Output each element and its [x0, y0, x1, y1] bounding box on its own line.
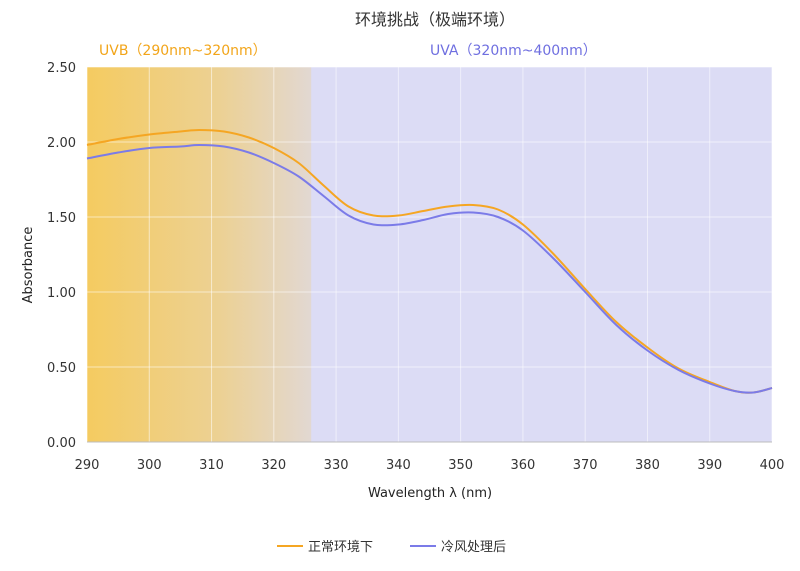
x-axis-label: Wavelength λ (nm) [368, 486, 492, 501]
x-tick-label: 310 [199, 458, 224, 473]
y-tick-label: 1.00 [47, 286, 76, 301]
x-tick-label: 330 [324, 458, 349, 473]
y-tick-label: 2.50 [47, 61, 76, 76]
band-layer: UVB（290nm~320nm） UVA（320nm~400nm） [87, 43, 772, 442]
legend-label: 冷风处理后 [441, 540, 506, 555]
x-tick-label: 360 [510, 458, 535, 473]
legend-item-2[interactable]: 冷风处理后 [410, 540, 506, 555]
series-layer [86, 128, 773, 394]
y-axis-label: Absorbance [21, 227, 36, 304]
legend[interactable]: 正常环境下 冷风处理后 [277, 540, 506, 555]
y-tick-label: 2.00 [47, 136, 76, 151]
uvb-band-label: UVB（290nm~320nm） [99, 43, 267, 59]
x-tick-label: 370 [573, 458, 598, 473]
x-tick-label: 380 [635, 458, 660, 473]
x-tick-label: 340 [386, 458, 411, 473]
x-tick-labels: 290 300 310 320 330 340 350 360 370 380 390 400 [75, 458, 785, 473]
legend-label: 正常环境下 [308, 540, 373, 555]
uvb-band [87, 67, 312, 442]
y-tick-label: 0.50 [47, 361, 76, 376]
x-tick-label: 400 [760, 458, 785, 473]
legend-item-1[interactable]: 正常环境下 [277, 540, 373, 555]
y-tick-labels: 0.00 0.50 1.00 1.50 2.00 2.50 [47, 61, 76, 451]
chart-title: 环境挑战（极端环境） [355, 10, 515, 29]
x-tick-label: 390 [697, 458, 722, 473]
series-line-1 [86, 128, 773, 394]
x-tick-label: 290 [75, 458, 100, 473]
x-tick-label: 300 [137, 458, 162, 473]
series-line-2 [86, 143, 773, 394]
x-tick-label: 320 [261, 458, 286, 473]
y-tick-label: 0.00 [47, 436, 76, 451]
y-tick-label: 1.50 [47, 211, 76, 226]
x-tick-label: 350 [448, 458, 473, 473]
uva-band-label: UVA（320nm~400nm） [430, 43, 597, 59]
